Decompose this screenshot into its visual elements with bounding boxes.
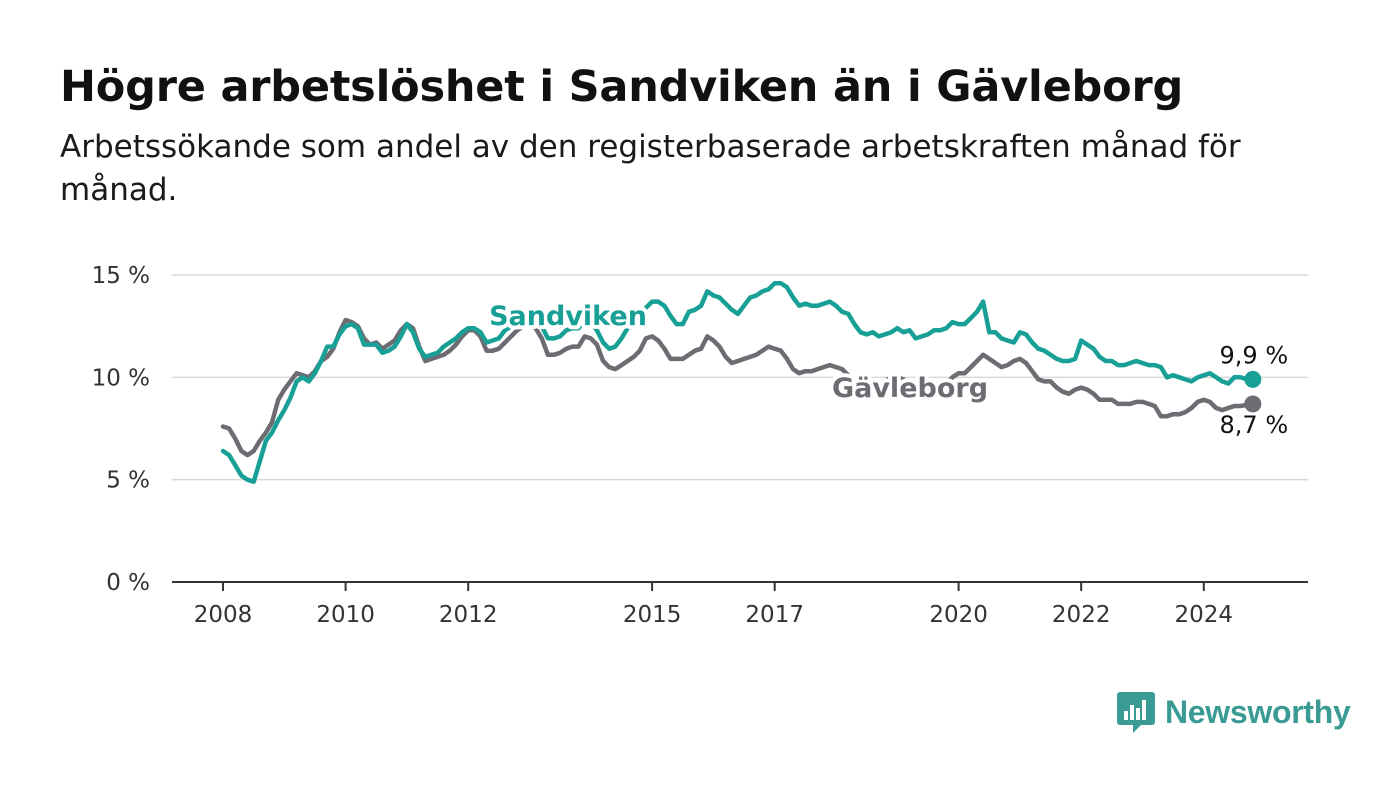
series-line-sandviken: [220, 280, 1256, 484]
newsworthy-logo: Newsworthy: [1117, 690, 1351, 734]
chart-subtitle: Arbetssökande som andel av den registerb…: [60, 129, 1241, 208]
x-tick-label: 2020: [929, 602, 988, 628]
x-tick-label: 2017: [745, 602, 804, 628]
gridlines: [172, 274, 1308, 481]
end-value-label-sandviken: 9,9 %: [1220, 341, 1289, 369]
y-tick-label: 10 %: [92, 365, 150, 391]
x-tick-label: 2022: [1052, 602, 1111, 628]
x-tick-label: 2015: [623, 602, 682, 628]
series-label-sandviken: Sandviken: [489, 301, 647, 332]
x-tick-label: 2010: [316, 602, 375, 628]
series-label-gavleborg: Gävleborg: [832, 373, 988, 404]
y-tick-label: 15 %: [92, 263, 150, 289]
bar-chart-speech-bubble-icon: [1117, 692, 1155, 733]
end-value-label-gavleborg: 8,7 %: [1220, 411, 1289, 439]
y-tick-label: 5 %: [106, 468, 150, 494]
chart-labels: 0 % 5 % 10 % 15 % 2008 2010 2012 2015 2017 2020 20…: [92, 263, 1289, 628]
x-axis: [172, 581, 1308, 591]
end-point-gavleborg: [1244, 395, 1262, 413]
brand-name: Newsworthy: [1165, 693, 1351, 730]
x-tick-label: 2024: [1175, 602, 1234, 628]
chart-title: Högre arbetslöshet i Sandviken än i Gävl…: [60, 62, 1184, 112]
end-point-sandviken: [1244, 370, 1262, 388]
x-tick-label: 2012: [439, 602, 498, 628]
series-lines: [220, 280, 1262, 484]
x-tick-label: 2008: [194, 602, 253, 628]
y-tick-label: 0 %: [106, 570, 150, 596]
series-line-gavleborg: [220, 317, 1256, 458]
